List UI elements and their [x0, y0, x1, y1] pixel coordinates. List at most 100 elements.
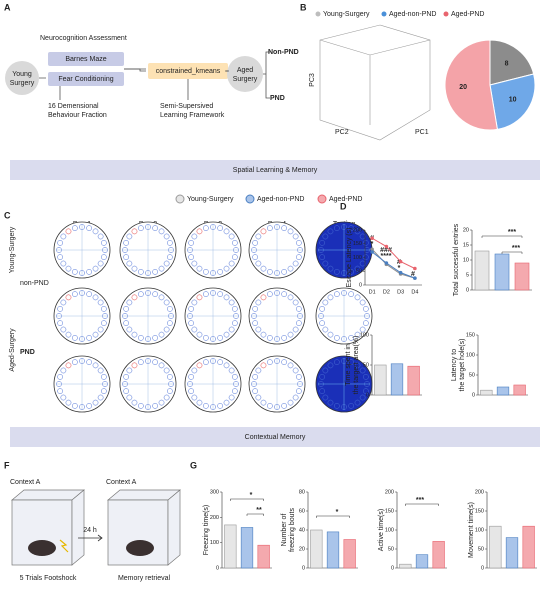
- label: non-PND: [20, 280, 49, 287]
- point: [384, 261, 389, 265]
- maze-hole: [252, 320, 258, 326]
- maze-hole: [86, 269, 92, 275]
- legend-marker: [317, 194, 327, 204]
- label: Learning Framework: [160, 112, 225, 119]
- maze-hole: [334, 335, 340, 341]
- y-tick-label: 200: [210, 515, 219, 521]
- maze-hole: [252, 254, 258, 260]
- maze-hole: [188, 374, 194, 380]
- shock-icon: [59, 539, 69, 553]
- panel-label: D: [340, 201, 347, 211]
- maze-hole: [57, 254, 63, 260]
- maze-hole: [138, 359, 144, 365]
- maze-hole: [203, 291, 209, 297]
- maze-hole: [327, 362, 334, 369]
- maze-hole: [252, 374, 258, 380]
- legend-marker: [315, 11, 321, 17]
- maze-hole: [158, 362, 165, 369]
- maze-hole: [97, 394, 104, 401]
- maze-hole: [260, 331, 267, 338]
- bar: [474, 250, 490, 291]
- y-tick-label: 0: [481, 565, 484, 571]
- maze-hole: [101, 388, 107, 394]
- maze-hole: [267, 225, 273, 231]
- y-tick-label: 150: [385, 508, 394, 514]
- maze-hole: [163, 260, 170, 267]
- maze-cross: [56, 358, 108, 410]
- maze-hole: [191, 260, 198, 267]
- maze-hole: [126, 367, 133, 374]
- maze-hole: [126, 326, 133, 333]
- y-tick-label: 100: [475, 527, 484, 533]
- maze-hole: [92, 399, 99, 406]
- y-tick-label: 15: [463, 242, 469, 248]
- maze-hole: [267, 291, 273, 297]
- label: Semi-Supersived: [160, 103, 213, 110]
- maze-hole: [163, 299, 170, 306]
- maze-hole: [281, 269, 287, 275]
- maze-hole: [252, 306, 258, 312]
- maze-hole: [138, 335, 144, 341]
- maze-hole: [203, 225, 209, 231]
- maze-hole: [327, 265, 334, 272]
- arrows: [39, 51, 270, 100]
- maze-hole: [188, 306, 194, 312]
- maze-hole: [152, 403, 158, 409]
- maze-hole: [152, 291, 158, 297]
- axis-label: PC2: [335, 129, 349, 136]
- annotation: *: [398, 265, 401, 272]
- node: [48, 52, 124, 66]
- maze-hole: [354, 399, 361, 406]
- maze-hole: [131, 331, 138, 338]
- maze-hole: [152, 269, 158, 275]
- maze-hole: [57, 240, 63, 246]
- maze-hole: [72, 359, 78, 365]
- maze-hole: [163, 367, 170, 374]
- y-tick-label: 300: [210, 489, 219, 495]
- bar: [407, 365, 420, 396]
- maze-hole: [158, 228, 165, 235]
- label: Memory retrieval: [118, 575, 171, 582]
- y-tick-label: 0: [302, 565, 305, 571]
- maze-hole: [334, 291, 340, 297]
- maze-hole: [57, 374, 63, 380]
- maze-hole: [131, 399, 138, 406]
- bar: [480, 389, 493, 396]
- maze-cross: [318, 358, 370, 410]
- maze-hole: [296, 374, 302, 380]
- maze-hole: [217, 359, 223, 365]
- maze-hole: [287, 294, 294, 301]
- line: [371, 251, 416, 279]
- y-tick-label: 100: [353, 255, 362, 261]
- maze-hole: [158, 265, 165, 272]
- bar: [496, 386, 510, 396]
- maze-hole: [97, 367, 104, 374]
- maze-hole: [86, 225, 92, 231]
- y-tick-label: 100: [360, 332, 369, 338]
- section-banner: [10, 160, 540, 180]
- mouse: [28, 540, 56, 556]
- maze-hole: [232, 388, 238, 394]
- y-axis-label: Time spent in: [345, 344, 352, 386]
- y-tick-label: 200: [353, 227, 362, 233]
- maze-hole: [281, 225, 287, 231]
- label: 5 Trials Footshock: [20, 575, 77, 582]
- bar: [343, 539, 356, 569]
- point: [370, 247, 374, 252]
- maze-hole: [334, 269, 340, 275]
- maze-hole: [57, 306, 63, 312]
- y-axis-label: Number of: [281, 514, 288, 547]
- maze-hole: [60, 326, 67, 333]
- maze-hole: [267, 335, 273, 341]
- y-tick-label: 100: [466, 352, 475, 358]
- maze-cross: [318, 290, 370, 342]
- y-tick-label: 50: [478, 546, 484, 552]
- label: Behaviour Fraction: [48, 112, 107, 119]
- maze-hole: [223, 331, 230, 338]
- maze-hole: [319, 388, 325, 394]
- maze-hole: [255, 299, 262, 306]
- maze-hole: [363, 320, 369, 326]
- annotation: *: [250, 492, 253, 499]
- maze-hole: [232, 254, 238, 260]
- maze-hole: [327, 331, 334, 338]
